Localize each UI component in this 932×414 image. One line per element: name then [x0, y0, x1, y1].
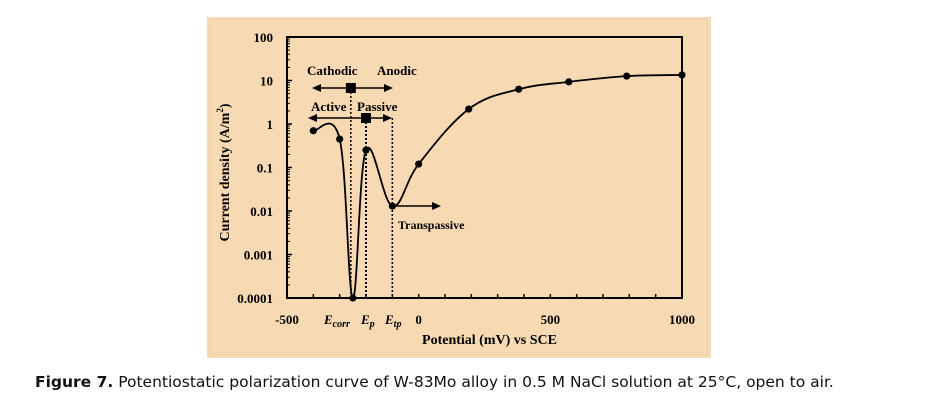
active-label: Active	[311, 99, 347, 114]
ecorr-label: Ecorr	[323, 312, 350, 330]
x-tick-label: 1000	[669, 312, 695, 327]
ep-label: Ep	[360, 312, 375, 330]
x-tick-label: 0	[415, 312, 422, 327]
y-axis-label: Current density (A/m2)	[215, 103, 233, 241]
cathodic-anodic-arrow-right-head	[384, 84, 393, 92]
x-tick-label: 500	[541, 312, 561, 327]
cathodic-label: Cathodic	[307, 63, 358, 78]
y-axis-label-main: Current density (A/m	[218, 112, 233, 241]
caption-text: Potentiostatic polarization curve of W-8…	[113, 373, 834, 391]
x-tick-label: -500	[275, 312, 299, 327]
data-point	[415, 160, 423, 168]
ecorr-square-marker	[345, 83, 356, 93]
panel-border	[209, 19, 708, 355]
y-tick-label: 0.0001	[237, 291, 273, 306]
ecorr-sub: corr	[333, 319, 350, 330]
data-point	[515, 85, 523, 93]
figure-panel: -500 0 500 1000 100 10 1 0.1 0.01 0.001 0.0001 Pot…	[207, 17, 711, 358]
y-axis-label-close: )	[218, 103, 233, 108]
polarization-chart: -500 0 500 1000 100 10 1 0.1 0.01 0.001 0.0001 Pot…	[215, 30, 695, 348]
y-tick-label: 100	[254, 30, 274, 45]
y-tick-label: 1	[267, 117, 274, 132]
active-passive-arrow-right-head	[383, 114, 392, 122]
data-point	[388, 202, 396, 210]
ep-sub: p	[369, 319, 375, 330]
y-axis-label-sup: 2	[215, 108, 225, 113]
data-point	[349, 294, 357, 302]
data-point	[309, 127, 317, 135]
ep-square-marker	[361, 113, 371, 123]
transpassive-arrow-head	[432, 202, 441, 211]
etp-label: Etp	[384, 312, 401, 330]
y-tick-label: 0.001	[244, 248, 273, 263]
data-point	[362, 146, 370, 154]
ep-main: E	[360, 312, 370, 327]
data-point	[565, 78, 573, 86]
active-passive-arrow-left-head	[308, 114, 317, 122]
figure-caption: Figure 7. Potentiostatic polarization cu…	[35, 373, 915, 391]
ecorr-main: E	[323, 312, 333, 327]
etp-sub: tp	[394, 319, 402, 330]
data-point	[336, 135, 344, 143]
anodic-label: Anodic	[377, 63, 417, 78]
etp-main: E	[384, 312, 394, 327]
y-tick-label: 0.1	[257, 161, 273, 176]
x-axis-label: Potential (mV) vs SCE	[422, 333, 557, 348]
cathodic-anodic-arrow-left-head	[312, 84, 321, 92]
caption-label: Figure 7.	[35, 373, 114, 391]
passive-label: Passive	[357, 99, 398, 114]
data-point	[678, 71, 686, 79]
data-point	[465, 105, 473, 113]
data-point	[623, 72, 631, 80]
y-tick-label: 10	[260, 74, 273, 89]
y-tick-label: 0.01	[250, 204, 273, 219]
transpassive-label: Transpassive	[398, 218, 465, 232]
